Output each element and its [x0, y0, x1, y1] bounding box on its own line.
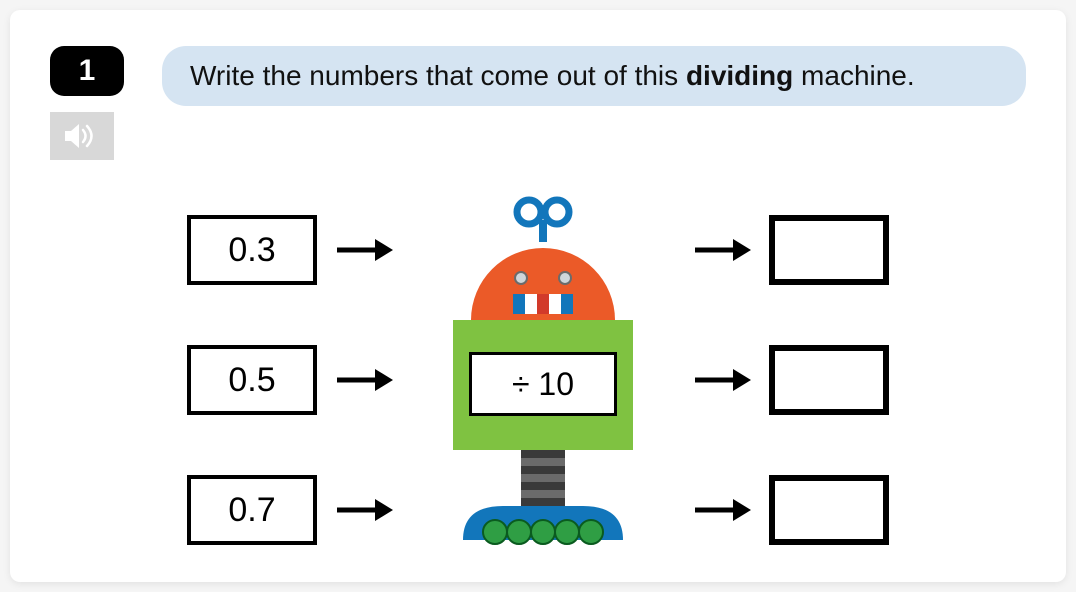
arrow-in-1: [335, 235, 393, 265]
instruction-post: machine.: [793, 60, 914, 91]
output-box-1[interactable]: [769, 215, 889, 285]
input-value-2: 0.5: [228, 361, 275, 400]
input-row-2: 0.5: [187, 345, 393, 415]
arrow-out-3: [693, 495, 751, 525]
audio-button[interactable]: [50, 112, 114, 160]
output-box-3[interactable]: [769, 475, 889, 545]
instruction-pre: Write the numbers that come out of this: [190, 60, 686, 91]
input-value-1: 0.3: [228, 231, 275, 270]
input-box-1: 0.3: [187, 215, 317, 285]
arrow-in-3: [335, 495, 393, 525]
input-box-3: 0.7: [187, 475, 317, 545]
question-number: 1: [79, 54, 96, 88]
operation-label: ÷ 10: [512, 366, 574, 403]
output-row-3: [693, 475, 889, 545]
input-value-3: 0.7: [228, 491, 275, 530]
workspace: 0.3 0.5 0.7: [50, 190, 1026, 570]
input-row-1: 0.3: [187, 215, 393, 285]
arrow-out-1: [693, 235, 751, 265]
arrow-in-2: [335, 365, 393, 395]
instruction-text: Write the numbers that come out of this …: [162, 46, 1026, 106]
question-number-badge: 1: [50, 46, 124, 96]
arrow-out-2: [693, 365, 751, 395]
header-row: 1 Write the numbers that come out of thi…: [50, 46, 1026, 160]
robot-machine: ÷ 10: [403, 190, 683, 570]
operation-box: ÷ 10: [469, 352, 617, 416]
input-box-2: 0.5: [187, 345, 317, 415]
input-row-3: 0.7: [187, 475, 393, 545]
question-card: 1 Write the numbers that come out of thi…: [10, 10, 1066, 582]
output-row-2: [693, 345, 889, 415]
output-column: [693, 215, 889, 545]
input-column: 0.3 0.5 0.7: [187, 215, 393, 545]
left-column: 1: [50, 46, 124, 160]
speaker-icon: [65, 122, 99, 150]
output-box-2[interactable]: [769, 345, 889, 415]
instruction-bold: dividing: [686, 60, 793, 91]
output-row-1: [693, 215, 889, 285]
